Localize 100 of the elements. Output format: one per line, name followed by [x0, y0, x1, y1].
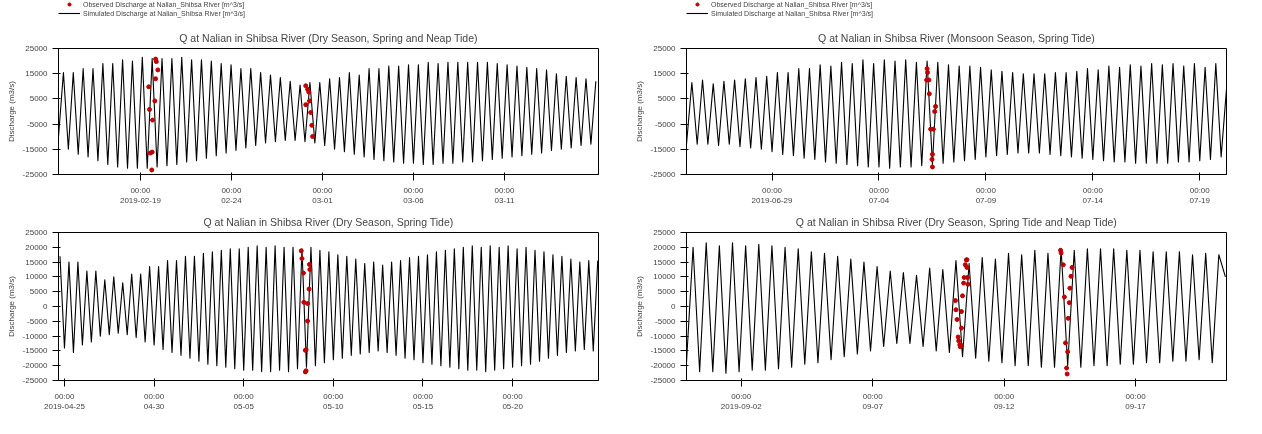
point [956, 338, 962, 344]
x-tick-label: 00:00 07-14 [1082, 185, 1104, 206]
point [958, 325, 964, 331]
y-tick-label: -25000 [650, 376, 677, 385]
chart-title: Q at Nalian in Shibsa River (Monsoon Season, Spring Tide) [818, 31, 1095, 44]
point [310, 133, 316, 139]
point [1068, 273, 1074, 279]
y-tick-label: 5000 [29, 287, 49, 297]
point [1060, 262, 1066, 268]
x-tick-label: 00:00 03-06 [403, 185, 425, 206]
y-axis-title: Discharge (m3/s) [634, 80, 644, 142]
point [305, 318, 311, 324]
y-tick-label: 25000 [653, 44, 677, 53]
y-axis-title: Discharge (m3/s) [6, 275, 16, 337]
point [147, 106, 153, 112]
x-tick-label: 00:00 03-11 [494, 185, 516, 206]
point [146, 84, 152, 90]
y-tick-label: 5000 [657, 94, 677, 104]
y-tick-label: 25000 [653, 228, 677, 237]
y-tick-label: -25000 [22, 170, 49, 179]
point [153, 76, 159, 82]
point [1069, 264, 1075, 270]
x-tick-label: 00:00 2019-06-29 [751, 185, 794, 206]
point [952, 298, 958, 304]
x-tick-label: 00:00 04-30 [143, 391, 165, 412]
point [307, 98, 313, 104]
point [954, 317, 960, 323]
point [1062, 340, 1068, 346]
point [953, 307, 959, 313]
y-tick-label: 15000 [25, 69, 49, 79]
point [303, 102, 309, 108]
y-axis-title: Discharge (m3/s) [6, 80, 16, 142]
point [308, 110, 314, 115]
x-tick-label: 00:00 2019-09-02 [720, 391, 763, 412]
y-tick-label: -5000 [655, 316, 677, 326]
point [299, 256, 305, 262]
point [149, 167, 155, 173]
point [301, 299, 307, 305]
y-tick-label: -5000 [27, 316, 49, 326]
y-tick-label: 15000 [25, 257, 49, 267]
point [929, 151, 935, 157]
y-tick-label: -10000 [650, 331, 677, 341]
x-tick-label: 00:00 2019-02-19 [119, 185, 162, 206]
point [924, 66, 930, 72]
x-tick-label: 00:00 05-15 [412, 391, 434, 412]
point [1066, 300, 1072, 306]
y-tick-label: 25000 [25, 44, 49, 53]
point [309, 122, 315, 128]
point [1065, 349, 1071, 355]
point [965, 281, 971, 287]
y-tick-label: 20000 [653, 242, 677, 252]
y-tick-label: -20000 [650, 361, 677, 371]
x-tick-label: 00:00 09-07 [862, 391, 884, 412]
point [932, 109, 938, 114]
point [929, 156, 935, 162]
y-tick-label: 0 [671, 302, 677, 311]
x-tick-label: 00:00 07-04 [868, 185, 890, 206]
chart-title: Q at Nalian in Shibsa River (Dry Season, Spring and Neap Tide) [179, 31, 478, 44]
point [305, 301, 311, 307]
x-tick-label: 00:00 09-17 [1125, 391, 1147, 412]
y-tick-label: -15000 [650, 144, 677, 154]
x-tick-label: 00:00 02-24 [221, 185, 243, 206]
y-tick-label: -5000 [27, 119, 49, 129]
x-tick-label: 00:00 2019-04-25 [44, 391, 86, 412]
y-tick-label: -15000 [650, 346, 677, 356]
point [300, 270, 306, 276]
y-tick-label: -15000 [22, 144, 49, 154]
point [307, 267, 313, 272]
point [958, 309, 964, 315]
point [150, 117, 156, 123]
point [926, 91, 932, 97]
point [960, 293, 966, 299]
y-tick-label: 5000 [657, 287, 677, 297]
x-tick-label: 00:00 09-12 [993, 391, 1015, 412]
y-tick-label: -10000 [22, 331, 49, 341]
x-tick-label: 00:00 07-09 [975, 185, 997, 206]
chart-title: Q at Nalian in Shibsa River (Dry Season, Spring Tide) [203, 215, 454, 228]
y-axis-title: Discharge (m3/s) [634, 275, 644, 337]
point [152, 98, 158, 104]
y-tick-label: -5000 [655, 119, 677, 129]
y-tick-label: 10000 [653, 272, 677, 282]
point [1064, 365, 1070, 371]
y-tick-label: 10000 [25, 272, 49, 282]
x-tick-label: 00:00 05-10 [323, 391, 345, 412]
y-tick-label: 5000 [29, 94, 49, 104]
point [929, 164, 935, 170]
point [1061, 294, 1067, 300]
y-tick-label: -25000 [650, 170, 677, 179]
point [306, 261, 312, 267]
chart-title: Q at Nalian in Shibsa River (Dry Season, Spring Tide and Neap Tide) [795, 215, 1117, 228]
y-tick-label: -25000 [22, 376, 49, 385]
point [155, 67, 161, 73]
x-tick-label: 00:00 07-19 [1189, 185, 1211, 206]
point [1065, 315, 1071, 321]
point [1064, 371, 1070, 377]
point [925, 69, 931, 75]
y-tick-label: 25000 [25, 228, 49, 237]
y-tick-label: 0 [43, 302, 49, 311]
y-tick-label: -15000 [22, 346, 49, 356]
y-tick-label: 15000 [653, 69, 677, 79]
